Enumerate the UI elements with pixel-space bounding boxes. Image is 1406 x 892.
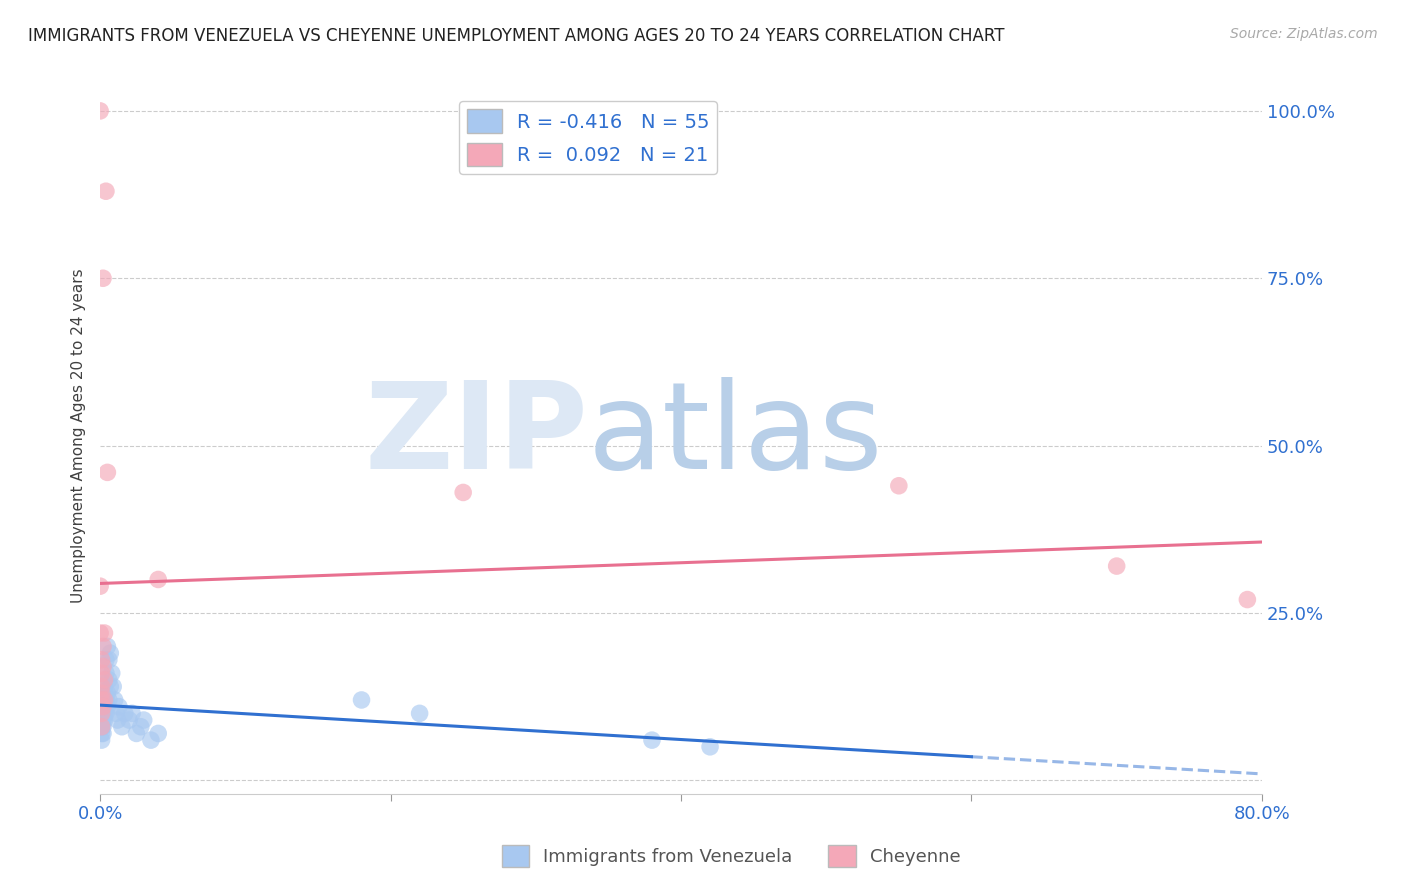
Point xyxy=(699,739,721,754)
Point xyxy=(91,699,114,714)
Point xyxy=(96,640,118,654)
Point xyxy=(91,706,114,721)
Point xyxy=(91,271,114,285)
Point xyxy=(1105,559,1128,574)
Point xyxy=(91,720,114,734)
Point xyxy=(111,720,134,734)
Point xyxy=(90,720,112,734)
Point xyxy=(89,579,111,593)
Legend: R = -0.416   N = 55, R =  0.092   N = 21: R = -0.416 N = 55, R = 0.092 N = 21 xyxy=(458,102,717,174)
Point xyxy=(97,653,120,667)
Point xyxy=(90,693,112,707)
Point xyxy=(90,733,112,747)
Point xyxy=(105,706,128,721)
Point xyxy=(90,693,112,707)
Point xyxy=(94,653,117,667)
Point xyxy=(125,726,148,740)
Point xyxy=(90,726,112,740)
Point xyxy=(98,646,121,660)
Point xyxy=(408,706,430,721)
Point xyxy=(90,686,112,700)
Point xyxy=(96,466,118,480)
Point xyxy=(93,680,115,694)
Point xyxy=(350,693,373,707)
Point xyxy=(93,699,115,714)
Point xyxy=(93,693,115,707)
Point xyxy=(91,686,114,700)
Point xyxy=(97,673,120,687)
Point xyxy=(91,713,114,727)
Point xyxy=(90,713,112,727)
Point xyxy=(129,720,152,734)
Point xyxy=(97,693,120,707)
Point xyxy=(89,713,111,727)
Point xyxy=(91,640,114,654)
Legend: Immigrants from Venezuela, Cheyenne: Immigrants from Venezuela, Cheyenne xyxy=(495,838,967,874)
Point xyxy=(94,706,117,721)
Point xyxy=(114,706,136,721)
Point xyxy=(94,693,117,707)
Point xyxy=(148,726,170,740)
Point xyxy=(108,699,131,714)
Point xyxy=(94,666,117,681)
Point xyxy=(93,673,115,687)
Point xyxy=(94,184,117,198)
Point xyxy=(90,706,112,721)
Point xyxy=(90,653,112,667)
Point xyxy=(132,713,155,727)
Point xyxy=(103,680,125,694)
Point xyxy=(90,680,112,694)
Point xyxy=(91,659,114,673)
Point xyxy=(89,103,111,118)
Point xyxy=(89,626,111,640)
Text: Source: ZipAtlas.com: Source: ZipAtlas.com xyxy=(1230,27,1378,41)
Point xyxy=(93,626,115,640)
Point xyxy=(118,713,141,727)
Point xyxy=(96,699,118,714)
Point xyxy=(121,706,143,721)
Point xyxy=(93,686,115,700)
Point xyxy=(641,733,664,747)
Text: ZIP: ZIP xyxy=(364,377,588,494)
Point xyxy=(451,485,474,500)
Point xyxy=(91,693,114,707)
Point xyxy=(887,479,910,493)
Point xyxy=(148,573,170,587)
Point xyxy=(139,733,162,747)
Y-axis label: Unemployment Among Ages 20 to 24 years: Unemployment Among Ages 20 to 24 years xyxy=(72,268,86,603)
Point xyxy=(90,720,112,734)
Point xyxy=(90,686,112,700)
Point xyxy=(90,706,112,721)
Point xyxy=(90,706,112,721)
Point xyxy=(96,686,118,700)
Point xyxy=(93,713,115,727)
Point xyxy=(98,680,121,694)
Point xyxy=(93,706,115,721)
Point xyxy=(91,699,114,714)
Point xyxy=(89,706,111,721)
Text: atlas: atlas xyxy=(588,377,884,494)
Point xyxy=(91,726,114,740)
Point xyxy=(107,713,129,727)
Point xyxy=(90,720,112,734)
Point xyxy=(90,699,112,714)
Point xyxy=(90,666,112,681)
Point xyxy=(1236,592,1258,607)
Point xyxy=(104,693,127,707)
Text: IMMIGRANTS FROM VENEZUELA VS CHEYENNE UNEMPLOYMENT AMONG AGES 20 TO 24 YEARS COR: IMMIGRANTS FROM VENEZUELA VS CHEYENNE UN… xyxy=(28,27,1005,45)
Point xyxy=(100,666,122,681)
